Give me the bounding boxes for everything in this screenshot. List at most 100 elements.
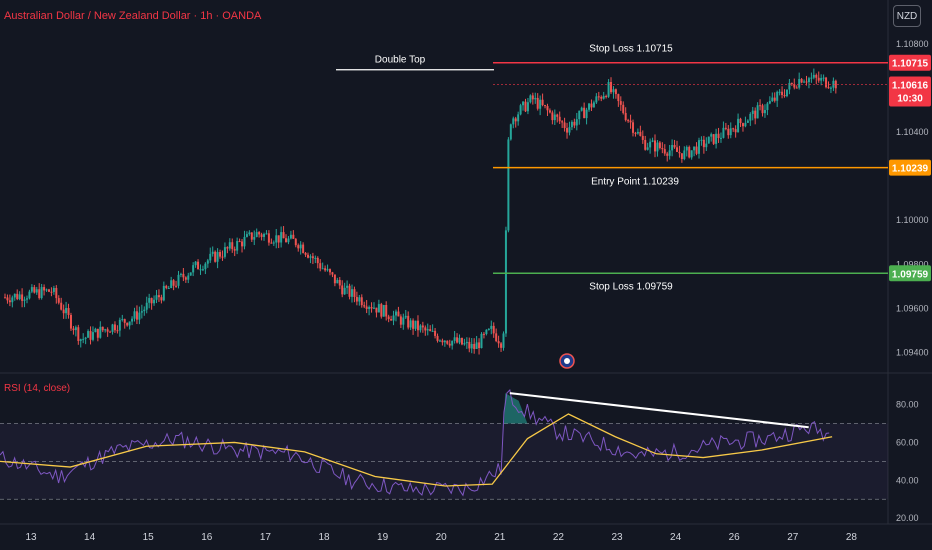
candle-body[interactable] — [82, 338, 85, 340]
candle-body[interactable] — [546, 106, 549, 111]
candle-body[interactable] — [446, 340, 449, 344]
candle-body[interactable] — [341, 285, 344, 295]
candle-body[interactable] — [60, 302, 63, 310]
candle-body[interactable] — [104, 329, 107, 331]
rsi-ma-line[interactable] — [0, 413, 833, 487]
candle-body[interactable] — [822, 77, 825, 79]
candle-body[interactable] — [729, 128, 732, 136]
candle-body[interactable] — [216, 252, 219, 262]
candle-body[interactable] — [199, 269, 202, 271]
candle-body[interactable] — [192, 265, 195, 273]
candle-body[interactable] — [214, 251, 217, 262]
candle-body[interactable] — [595, 96, 598, 103]
candle-body[interactable] — [815, 74, 818, 78]
candle-body[interactable] — [258, 232, 261, 235]
candle-body[interactable] — [419, 325, 422, 331]
candle-body[interactable] — [206, 260, 209, 264]
candle-body[interactable] — [6, 297, 9, 301]
candle-body[interactable] — [245, 234, 248, 237]
candle-body[interactable] — [52, 287, 55, 292]
candle-body[interactable] — [592, 102, 595, 108]
candle-body[interactable] — [99, 326, 102, 338]
candle-body[interactable] — [514, 118, 517, 122]
candle-body[interactable] — [414, 320, 417, 329]
candle-body[interactable] — [602, 96, 605, 99]
candle-body[interactable] — [175, 285, 178, 287]
candle-body[interactable] — [150, 298, 153, 304]
candle-body[interactable] — [87, 331, 90, 338]
candle-body[interactable] — [597, 96, 600, 98]
candle-body[interactable] — [693, 146, 696, 151]
candle-body[interactable] — [167, 287, 170, 289]
candle-body[interactable] — [785, 89, 788, 97]
candle-body[interactable] — [646, 147, 649, 150]
candle-body[interactable] — [583, 107, 586, 119]
candle-body[interactable] — [148, 298, 151, 303]
candle-body[interactable] — [421, 325, 424, 328]
candle-body[interactable] — [319, 263, 322, 269]
candle-body[interactable] — [585, 109, 588, 119]
candle-body[interactable] — [739, 118, 742, 124]
candle-body[interactable] — [277, 235, 280, 243]
candle-body[interactable] — [700, 139, 703, 141]
candle-body[interactable] — [126, 322, 129, 326]
candle-body[interactable] — [263, 234, 266, 237]
candle-body[interactable] — [91, 332, 94, 340]
currency-button[interactable]: NZD — [893, 5, 921, 27]
candle-body[interactable] — [353, 289, 356, 297]
candle-body[interactable] — [204, 263, 207, 270]
candle-body[interactable] — [656, 142, 659, 152]
candle-body[interactable] — [737, 118, 740, 133]
candle-body[interactable] — [253, 236, 256, 240]
candle-body[interactable] — [387, 316, 390, 320]
candle-body[interactable] — [331, 272, 334, 275]
candle-body[interactable] — [578, 110, 581, 120]
candle-body[interactable] — [551, 112, 554, 121]
candle-body[interactable] — [111, 324, 114, 332]
candle-body[interactable] — [468, 341, 471, 349]
candle-body[interactable] — [751, 110, 754, 114]
candle-body[interactable] — [563, 122, 566, 129]
candle-body[interactable] — [434, 330, 437, 336]
candle-body[interactable] — [211, 251, 214, 254]
candle-body[interactable] — [500, 343, 503, 348]
candle-body[interactable] — [790, 82, 793, 85]
candle-body[interactable] — [182, 273, 185, 278]
candle-body[interactable] — [297, 245, 300, 249]
candle-body[interactable] — [289, 234, 292, 239]
candle-body[interactable] — [265, 233, 268, 235]
candle-body[interactable] — [355, 296, 358, 302]
candle-body[interactable] — [536, 97, 539, 109]
candle-body[interactable] — [55, 287, 58, 299]
candle-body[interactable] — [165, 285, 168, 289]
date-axis[interactable]: 13 14 15 16 17 18 19 20 21 22 23 24 26 27 28 — [25, 532, 857, 543]
candle-body[interactable] — [478, 342, 481, 349]
candle-body[interactable] — [272, 242, 275, 244]
candle-body[interactable] — [607, 81, 610, 97]
candle-body[interactable] — [123, 319, 126, 323]
candle-body[interactable] — [109, 331, 112, 333]
candle-body[interactable] — [463, 343, 466, 345]
candle-body[interactable] — [793, 84, 796, 88]
candle-body[interactable] — [394, 311, 397, 316]
candle-body[interactable] — [705, 143, 708, 148]
candle-body[interactable] — [145, 302, 148, 310]
candle-body[interactable] — [812, 74, 815, 78]
candle-body[interactable] — [695, 146, 698, 154]
candle-body[interactable] — [407, 315, 410, 328]
candle-body[interactable] — [741, 123, 744, 127]
candle-body[interactable] — [399, 316, 402, 325]
candle-body[interactable] — [487, 328, 490, 330]
candle-body[interactable] — [807, 78, 810, 83]
candle-body[interactable] — [162, 285, 165, 301]
candle-body[interactable] — [727, 128, 730, 136]
candle-body[interactable] — [651, 140, 654, 142]
candle-body[interactable] — [732, 128, 735, 130]
candle-body[interactable] — [333, 274, 336, 284]
candle-body[interactable] — [666, 153, 669, 156]
candle-body[interactable] — [316, 257, 319, 264]
candle-body[interactable] — [309, 256, 312, 258]
candle-body[interactable] — [72, 328, 75, 331]
candle-body[interactable] — [89, 331, 92, 340]
candle-body[interactable] — [358, 297, 361, 302]
